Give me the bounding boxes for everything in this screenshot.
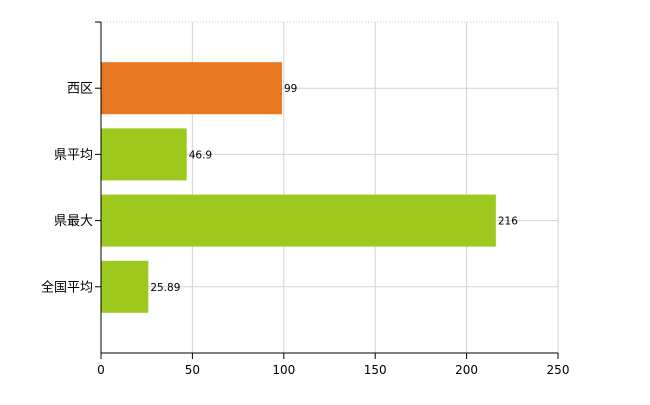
category-label: 西区 [67, 82, 93, 97]
x-tick-label: 200 [455, 363, 478, 377]
bar-layer [101, 62, 496, 313]
data-label: 46.9 [189, 149, 212, 161]
bar [101, 62, 282, 115]
category-label: 全国平均 [41, 279, 93, 295]
axis-layer [95, 21, 559, 359]
x-tick-label: 50 [185, 363, 200, 377]
x-tick-label: 100 [272, 363, 295, 377]
x-tick-label: 0 [97, 363, 105, 377]
bar [101, 194, 496, 247]
category-label: 県平均 [54, 148, 93, 163]
data-label: 99 [284, 83, 297, 95]
label-layer: 0 50 100 150 200 250 西区 99 県平均 46.9 県最大 216 全国平均 25.8… [41, 82, 569, 377]
bar [101, 260, 149, 313]
x-tick-label: 250 [547, 363, 570, 377]
x-tick-label: 150 [364, 363, 387, 377]
data-label: 25.89 [150, 282, 180, 294]
category-label: 県最大 [54, 214, 93, 229]
data-label: 216 [498, 216, 518, 228]
bar [101, 128, 187, 181]
